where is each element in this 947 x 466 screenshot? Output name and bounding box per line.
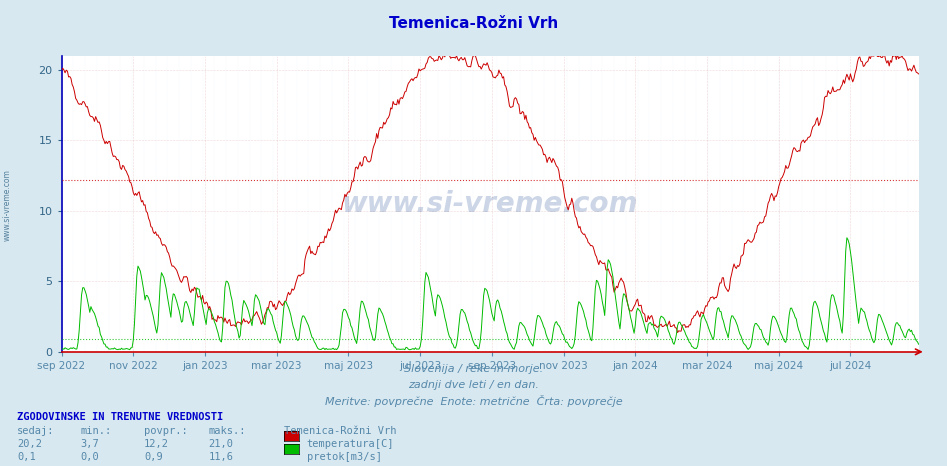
Text: www.si-vreme.com: www.si-vreme.com — [3, 169, 12, 241]
Text: ZGODOVINSKE IN TRENUTNE VREDNOSTI: ZGODOVINSKE IN TRENUTNE VREDNOSTI — [17, 412, 223, 422]
Text: Temenica-Rožni Vrh: Temenica-Rožni Vrh — [284, 426, 397, 436]
Text: zadnji dve leti / en dan.: zadnji dve leti / en dan. — [408, 380, 539, 390]
Text: pretok[m3/s]: pretok[m3/s] — [307, 452, 382, 462]
Text: min.:: min.: — [80, 426, 112, 436]
Text: 20,2: 20,2 — [17, 439, 42, 449]
Text: www.si-vreme.com: www.si-vreme.com — [342, 190, 638, 218]
Text: 0,9: 0,9 — [144, 452, 163, 462]
Text: 12,2: 12,2 — [144, 439, 169, 449]
Text: 11,6: 11,6 — [208, 452, 233, 462]
Text: maks.:: maks.: — [208, 426, 246, 436]
Text: Slovenija / reke in morje.: Slovenija / reke in morje. — [404, 364, 543, 374]
Text: sedaj:: sedaj: — [17, 426, 55, 436]
Text: Temenica-Rožni Vrh: Temenica-Rožni Vrh — [389, 16, 558, 31]
Text: povpr.:: povpr.: — [144, 426, 188, 436]
Text: 0,1: 0,1 — [17, 452, 36, 462]
Text: Meritve: povprečne  Enote: metrične  Črta: povprečje: Meritve: povprečne Enote: metrične Črta:… — [325, 395, 622, 407]
Text: 3,7: 3,7 — [80, 439, 99, 449]
Text: 0,0: 0,0 — [80, 452, 99, 462]
Text: 21,0: 21,0 — [208, 439, 233, 449]
Text: temperatura[C]: temperatura[C] — [307, 439, 394, 449]
